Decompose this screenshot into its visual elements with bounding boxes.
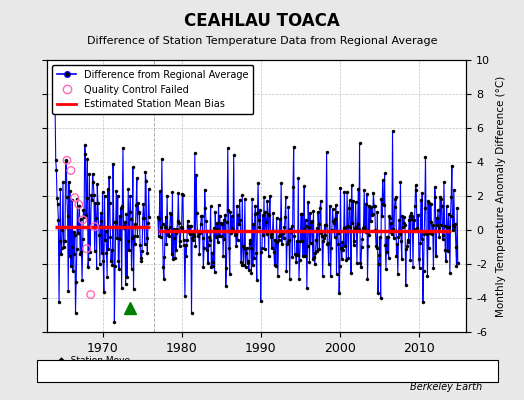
Point (71, 194, 79, 201)
Text: Berkeley Earth: Berkeley Earth (410, 382, 482, 392)
Text: ■: ■ (393, 365, 403, 375)
Text: CEAHLAU TOACA: CEAHLAU TOACA (184, 12, 340, 30)
Text: Station Move: Station Move (66, 366, 125, 374)
Point (67, 167, 75, 174)
Y-axis label: Monthly Temperature Anomaly Difference (°C): Monthly Temperature Anomaly Difference (… (496, 75, 506, 317)
Point (59, 103, 67, 109)
Point (86, 291, 95, 298)
Point (91, 223, 99, 230)
Text: Time of Obs. Change: Time of Obs. Change (291, 366, 385, 374)
Text: ◆  Station Move: ◆ Station Move (58, 356, 130, 364)
Legend: Difference from Regional Average, Quality Control Failed, Estimated Station Mean: Difference from Regional Average, Qualit… (52, 65, 254, 114)
Text: ▼: ▼ (272, 365, 281, 375)
Text: Empirical Break: Empirical Break (411, 366, 483, 374)
Text: ♦: ♦ (47, 365, 57, 375)
Text: Difference of Station Temperature Data from Regional Average: Difference of Station Temperature Data f… (87, 36, 437, 46)
Text: Record Gap: Record Gap (181, 366, 233, 374)
Point (79, 216, 87, 223)
Point (82, 246, 91, 252)
Point (74, 201, 83, 208)
Point (63, 157, 71, 164)
Text: ▲: ▲ (162, 365, 171, 375)
